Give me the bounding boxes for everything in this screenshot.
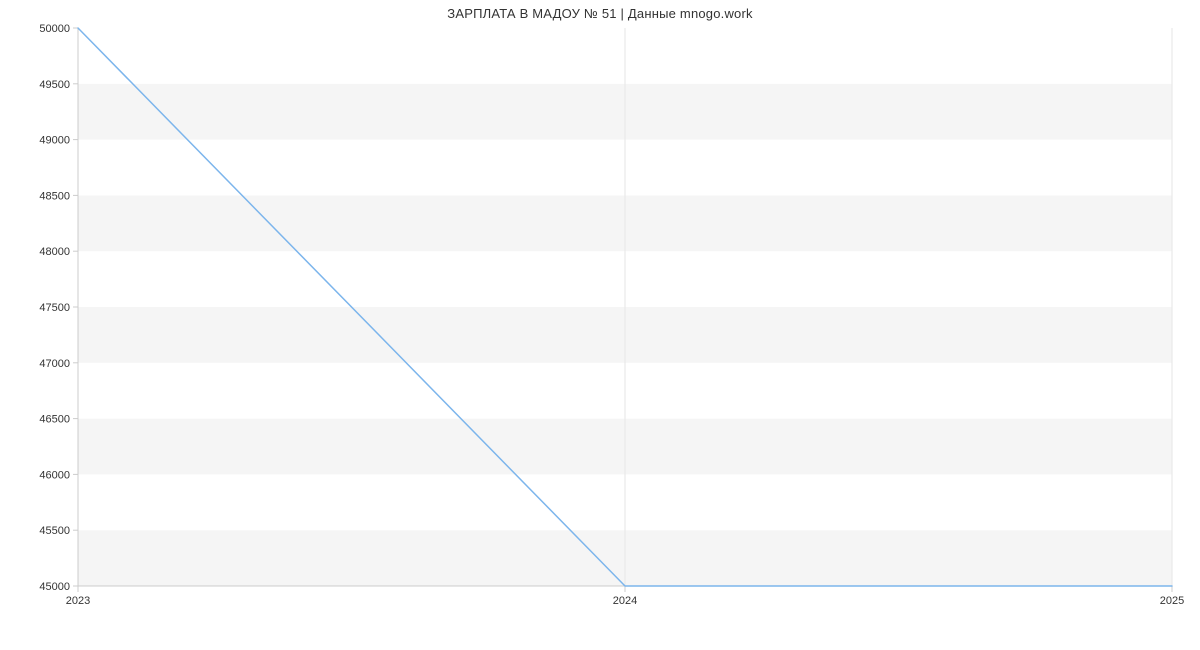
y-tick-label: 47000 xyxy=(39,358,70,370)
x-tick-label: 2025 xyxy=(1160,595,1184,607)
y-tick-label: 47500 xyxy=(39,302,70,314)
y-tick-label: 45000 xyxy=(39,581,70,593)
y-tick-label: 48500 xyxy=(39,190,70,202)
chart-container: ЗАРПЛАТА В МАДОУ № 51 | Данные mnogo.wor… xyxy=(0,0,1200,650)
y-tick-label: 48000 xyxy=(39,246,70,258)
y-tick-label: 49000 xyxy=(39,135,70,147)
y-tick-label: 46500 xyxy=(39,414,70,426)
y-tick-label: 46000 xyxy=(39,469,70,481)
line-chart: 45000 45500 46000 46500 47000 47500 48000 48500… xyxy=(0,0,1200,650)
x-tick-label: 2023 xyxy=(66,595,90,607)
y-tick-label: 45500 xyxy=(39,525,70,537)
y-tick-label: 50000 xyxy=(39,23,70,35)
x-tick-label: 2024 xyxy=(613,595,637,607)
y-tick-label: 49500 xyxy=(39,79,70,91)
